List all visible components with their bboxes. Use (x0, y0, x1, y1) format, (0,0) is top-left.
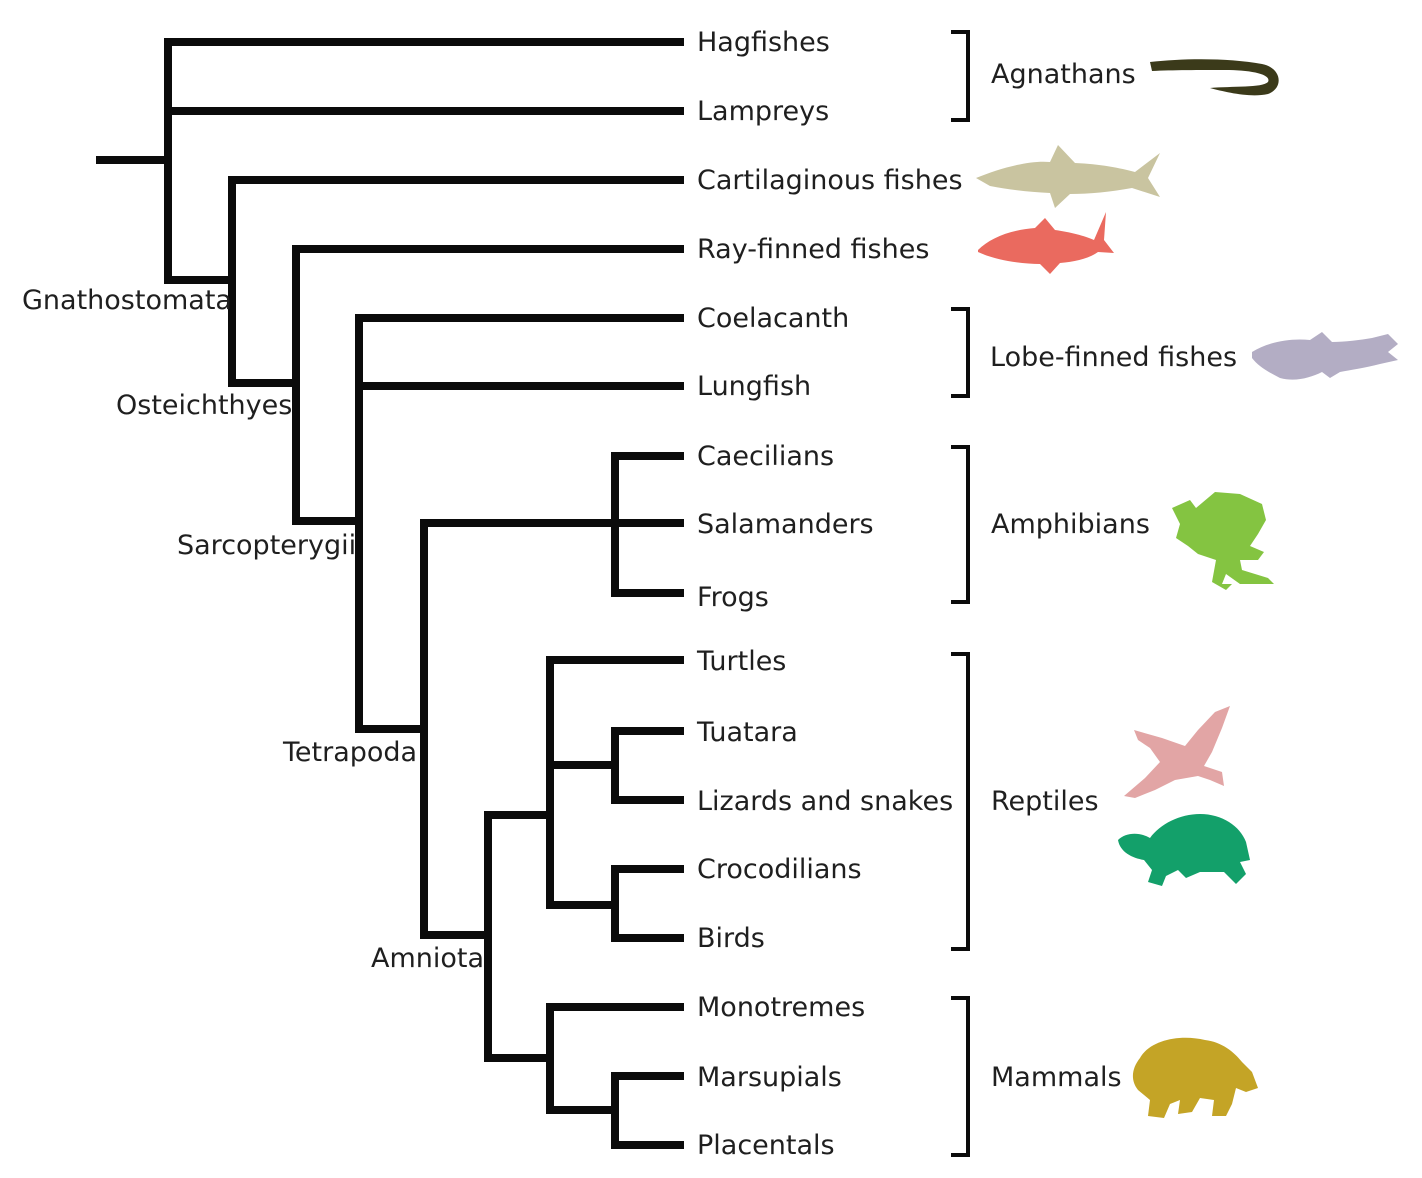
lamprey-silhouette (1150, 59, 1279, 96)
taxon-label: Frogs (697, 582, 769, 613)
taxon-label: Marsupials (697, 1062, 842, 1093)
group-labels: Agnathans Lobe-finned fishes Amphibians … (990, 59, 1237, 1093)
tree-branches (96, 38, 684, 1149)
clade-label: Tetrapoda (282, 737, 417, 768)
bracket-lobe-finned (951, 307, 970, 398)
taxon-label: Crocodilians (697, 854, 862, 885)
clade-label: Gnathostomata (22, 285, 232, 316)
coelacanth-silhouette (1252, 332, 1398, 380)
taxon-label: Tuatara (696, 717, 798, 748)
shark-silhouette (976, 145, 1160, 208)
clade-label: Osteichthyes (116, 390, 292, 421)
clade-label: Sarcopterygii (177, 530, 356, 561)
taxon-label: Caecilians (697, 441, 834, 472)
bracket-mammals (951, 996, 970, 1157)
taxon-label: Cartilaginous fishes (697, 165, 963, 196)
bear-silhouette (1132, 1037, 1258, 1118)
taxon-labels: Hagfishes Lampreys Cartilaginous fishes … (696, 27, 963, 1161)
group-label: Agnathans (991, 59, 1136, 90)
group-label: Amphibians (991, 509, 1150, 540)
taxon-label: Ray-finned fishes (697, 234, 929, 265)
turtle-silhouette (1118, 814, 1250, 886)
bracket-agnathans (951, 30, 970, 122)
taxon-label: Salamanders (697, 509, 874, 540)
taxon-label: Lungfish (697, 371, 811, 402)
taxon-label: Hagfishes (697, 27, 830, 58)
frog-silhouette (1172, 492, 1274, 590)
taxon-label: Lampreys (697, 96, 829, 127)
taxon-label: Coelacanth (697, 303, 849, 334)
group-brackets (951, 30, 970, 1157)
taxon-label: Birds (697, 923, 765, 954)
taxon-label: Placentals (697, 1130, 835, 1161)
taxon-label: Monotremes (697, 992, 865, 1023)
clade-label: Amniota (371, 943, 484, 974)
group-label: Reptiles (991, 786, 1099, 817)
taxon-label: Lizards and snakes (697, 786, 953, 817)
bracket-reptiles (951, 652, 970, 951)
group-label: Lobe-finned fishes (990, 342, 1237, 373)
ray-finned-fish-silhouette (978, 212, 1114, 274)
silhouettes (976, 59, 1398, 1118)
bird-silhouette (1124, 706, 1230, 798)
clade-labels: Gnathostomata Osteichthyes Sarcopterygii… (22, 285, 484, 974)
group-label: Mammals (991, 1062, 1122, 1093)
bracket-amphibians (951, 445, 970, 604)
taxon-label: Turtles (696, 646, 786, 677)
